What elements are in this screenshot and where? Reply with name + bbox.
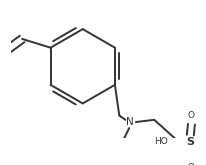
Text: N: N — [126, 117, 133, 127]
Text: HO: HO — [154, 137, 167, 146]
Text: O: O — [187, 111, 194, 120]
Text: S: S — [185, 137, 193, 147]
Text: O: O — [187, 163, 194, 165]
